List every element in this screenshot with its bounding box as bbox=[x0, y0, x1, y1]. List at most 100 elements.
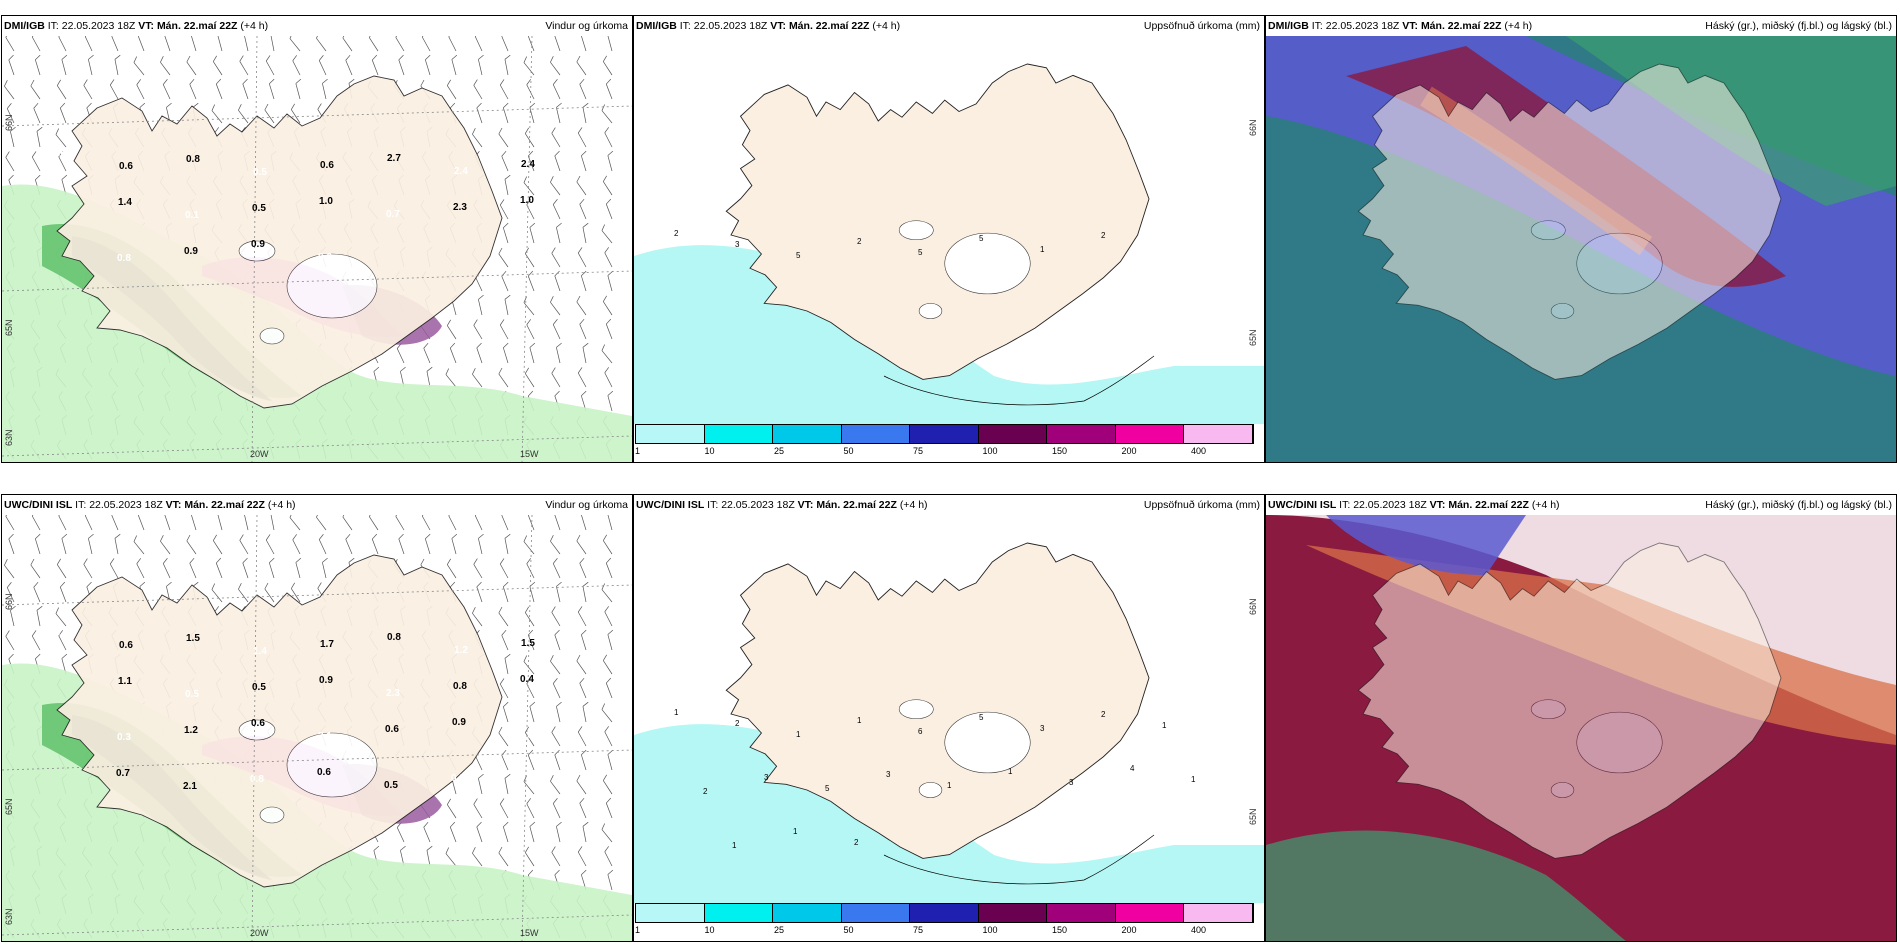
graticule bbox=[2, 36, 632, 462]
precip-value: 0.6 bbox=[119, 161, 133, 172]
init-time: 22.05.2023 18Z bbox=[1325, 20, 1400, 32]
wind-barb bbox=[552, 798, 561, 819]
wind-barb bbox=[499, 558, 509, 579]
precip-value: 0.6 bbox=[385, 724, 399, 735]
wind-barb bbox=[31, 151, 41, 172]
wind-barb bbox=[398, 54, 405, 76]
wind-barb bbox=[84, 36, 93, 52]
wind-barb bbox=[550, 176, 561, 196]
wind-barb bbox=[602, 654, 613, 675]
wind-barb bbox=[345, 533, 353, 555]
wind-barb bbox=[580, 150, 587, 172]
panel-field-title: Háský (gr.), miðský (fj.bl.) og lágský (… bbox=[1705, 499, 1892, 511]
wind-barb bbox=[582, 222, 589, 244]
model-name: UWC/DINI ISL bbox=[1268, 499, 1337, 511]
wind-barb bbox=[449, 342, 457, 364]
wind-barb bbox=[502, 222, 509, 244]
wind-barb bbox=[426, 845, 433, 867]
wind-barb bbox=[186, 534, 197, 555]
wind-barb bbox=[451, 533, 458, 555]
wind-barb bbox=[211, 104, 223, 124]
panel-title-bar: DMI/IGB IT: 22.05.2023 18Z VT: Mán. 22.m… bbox=[634, 16, 1264, 36]
panel-title-bar: UWC/DINI ISL IT: 22.05.2023 18Z VT: Mán.… bbox=[1266, 495, 1896, 515]
precip-amount-labels: 1 2 1 1 6 5 3 2 1 2 3 5 3 1 1 3 4 1 1 1 2 bbox=[674, 708, 1196, 850]
legend-label: 400 bbox=[1191, 446, 1207, 456]
wind-barb bbox=[55, 128, 67, 148]
wind-barb bbox=[318, 534, 327, 555]
wind-barb bbox=[424, 54, 431, 76]
wind-barb bbox=[114, 54, 121, 76]
wind-barb bbox=[31, 36, 41, 52]
wind-barb bbox=[162, 79, 171, 100]
legend-swatch bbox=[978, 425, 1047, 443]
wind-barb bbox=[502, 581, 509, 603]
precip-value: 0.8 bbox=[250, 774, 264, 785]
wind-barb bbox=[478, 773, 484, 795]
wind-barb bbox=[605, 677, 613, 699]
wind-barb bbox=[58, 515, 67, 531]
wind-barb bbox=[212, 534, 223, 555]
wind-barb bbox=[371, 533, 379, 555]
wind-barb bbox=[244, 36, 249, 52]
wind-barb bbox=[582, 821, 589, 843]
legend-label: 150 bbox=[1052, 446, 1068, 456]
wind-barb bbox=[580, 629, 587, 651]
panel-wind-row1: DMI/IGB IT: 22.05.2023 18Z VT: Mán. 22.m… bbox=[1, 15, 633, 463]
coastline bbox=[725, 542, 1150, 859]
wind-barb bbox=[601, 344, 613, 364]
wind-barb bbox=[524, 127, 535, 148]
legend-swatch bbox=[773, 425, 842, 443]
precip-value: 1.2 bbox=[454, 645, 468, 656]
legend-swatch bbox=[1115, 425, 1184, 443]
wind-barb bbox=[501, 515, 509, 531]
wind-barb bbox=[189, 557, 197, 579]
wind-barb bbox=[137, 515, 145, 531]
wind-barb bbox=[577, 247, 587, 268]
precip-value: 0.1 bbox=[185, 210, 199, 221]
wind-barb bbox=[551, 247, 561, 268]
wind-barb bbox=[164, 36, 171, 52]
wind-barb bbox=[576, 654, 587, 675]
wind-barb bbox=[523, 535, 535, 555]
precip-amount: 2 bbox=[703, 787, 708, 796]
legend-label: 75 bbox=[913, 925, 924, 935]
glacier-myrdalsjokull bbox=[918, 303, 943, 319]
glacier-langjokull bbox=[238, 719, 276, 741]
panel-title-bar: DMI/IGB IT: 22.05.2023 18Z VT: Mán. 22.m… bbox=[1266, 16, 1896, 36]
wind-barb bbox=[34, 54, 41, 76]
wind-barb bbox=[6, 103, 15, 124]
contour-line bbox=[883, 834, 1155, 885]
glacier-myrdalsjokull bbox=[918, 782, 943, 798]
precip-value: 0.5 bbox=[253, 167, 267, 178]
glacier-langjokull bbox=[1530, 220, 1566, 241]
init-time: 22.05.2023 18Z bbox=[693, 20, 768, 32]
init-time: 22.05.2023 18Z bbox=[1353, 499, 1427, 511]
wind-barb bbox=[290, 582, 301, 603]
wind-barb bbox=[59, 102, 67, 124]
wind-barb bbox=[368, 515, 379, 531]
wind-barb bbox=[164, 515, 171, 531]
wind-barb bbox=[601, 703, 613, 723]
wind-barb bbox=[582, 581, 589, 603]
wind-barb bbox=[136, 558, 145, 579]
valid-time: Mán. 22.maí 22Z bbox=[1448, 499, 1529, 511]
glacier-vatnajokull bbox=[286, 253, 378, 319]
cloud-map bbox=[1266, 515, 1896, 941]
wind-barb bbox=[270, 36, 275, 52]
wind-barb bbox=[265, 534, 275, 555]
wind-barb bbox=[445, 368, 457, 388]
wind-barb bbox=[111, 36, 119, 52]
wind-barb bbox=[109, 558, 119, 579]
wind-barb bbox=[292, 534, 301, 555]
precip-value: 0.5 bbox=[384, 780, 398, 791]
wind-barb bbox=[6, 582, 15, 603]
precip-value: 0.8 bbox=[453, 681, 467, 692]
wind-barb bbox=[577, 127, 587, 148]
precip-value: 1.5 bbox=[521, 638, 535, 649]
wind-barb bbox=[472, 607, 483, 627]
wind-barb bbox=[524, 726, 535, 747]
precip-amount: 5 bbox=[825, 784, 830, 793]
wind-barb bbox=[527, 629, 535, 651]
wind-barb bbox=[190, 515, 197, 531]
wind-barb bbox=[58, 151, 67, 172]
